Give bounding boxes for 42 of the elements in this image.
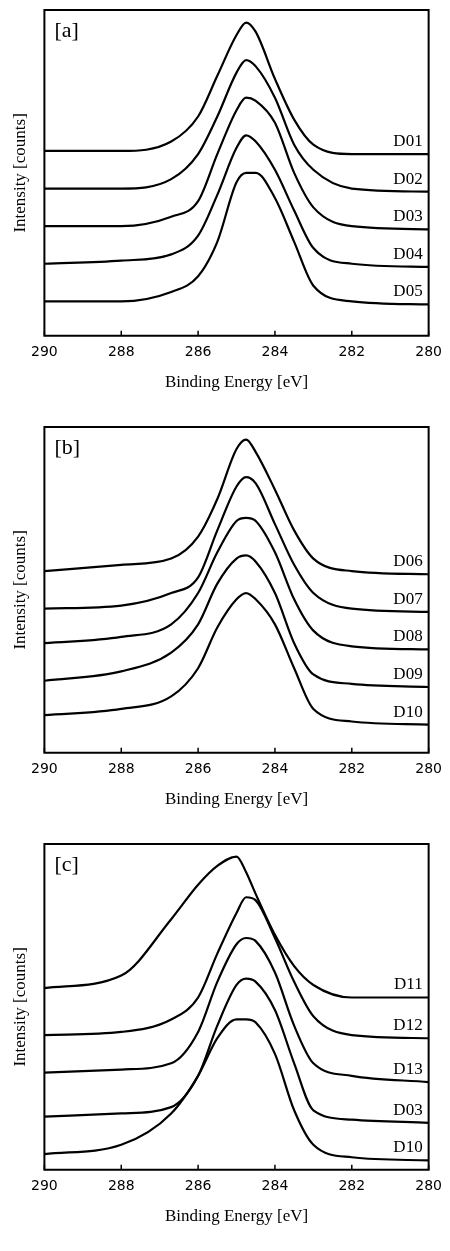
x-tick-label: 280 [415, 759, 443, 776]
annotation: [c] [54, 850, 79, 876]
y-axis-title: Intensity [counts] [9, 113, 29, 233]
series-label: D10 [393, 701, 423, 721]
series-label: D13 [393, 1059, 423, 1079]
x-tick-label: 282 [338, 759, 366, 776]
x-tick-label: 282 [338, 342, 366, 359]
x-tick-label: 286 [184, 1176, 212, 1193]
x-tick-label: 288 [107, 342, 135, 359]
y-axis-title: Intensity [counts] [9, 947, 29, 1067]
x-tick-label: 286 [184, 342, 212, 359]
series-label: D02 [393, 168, 423, 188]
series-label: D07 [393, 588, 424, 608]
x-tick-label: 290 [31, 342, 58, 359]
series-label: D11 [393, 974, 423, 994]
x-tick-label: 290 [31, 1176, 58, 1193]
x-axis-title: Binding Energy [eV] [164, 789, 309, 809]
y-axis-title: Intensity [counts] [9, 530, 29, 650]
x-tick-label: 280 [415, 1176, 443, 1193]
x-tick-label: 286 [184, 759, 212, 776]
annotation: [a] [54, 16, 79, 42]
annotation: [b] [54, 433, 81, 459]
x-tick-label: 284 [261, 759, 289, 776]
x-tick-label: 290 [31, 759, 58, 776]
series-label: D03 [393, 206, 423, 226]
series-label: D06 [393, 551, 423, 571]
series-label: D10 [393, 1137, 423, 1157]
series-label: D09 [393, 663, 423, 683]
x-tick-label: 284 [261, 342, 289, 359]
x-axis-title: Binding Energy [eV] [164, 372, 309, 392]
x-tick-label: 284 [261, 1176, 289, 1193]
series-label: D04 [393, 243, 424, 263]
x-tick-label: 282 [338, 1176, 366, 1193]
x-tick-label: 288 [107, 1176, 135, 1193]
x-tick-label: 280 [415, 342, 443, 359]
series-label: D12 [393, 1015, 423, 1035]
series-label: D05 [393, 281, 423, 301]
series-label: D03 [393, 1099, 423, 1119]
x-axis-title: Binding Energy [eV] [164, 1206, 309, 1226]
x-tick-label: 288 [107, 759, 135, 776]
series-label: D01 [393, 131, 423, 151]
series-label: D08 [393, 626, 423, 646]
